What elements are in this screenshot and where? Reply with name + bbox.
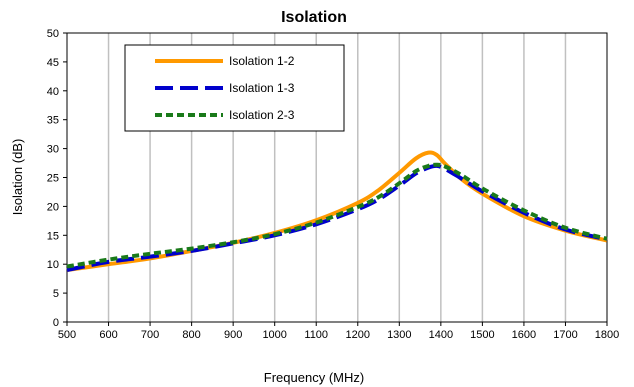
x-tick-label: 1300 — [387, 329, 411, 341]
x-tick-label: 1600 — [512, 329, 536, 341]
x-tick-label: 1500 — [470, 329, 494, 341]
series-lines — [66, 150, 608, 272]
legend: Isolation 1-2 Isolation 1-3 Isolation 2-3 — [124, 44, 345, 132]
series-line-3 — [66, 162, 608, 269]
legend-label: Isolation 1-3 — [229, 81, 295, 95]
x-axis-label: Frequency (MHz) — [264, 370, 364, 385]
legend-label: Isolation 2-3 — [229, 108, 295, 122]
x-tick-label: 800 — [182, 329, 200, 341]
x-tick-label: 1100 — [304, 329, 328, 341]
y-tick-label: 25 — [47, 173, 59, 185]
x-tick-label: 600 — [99, 329, 117, 341]
x-tick-label: 500 — [58, 329, 76, 341]
x-tick-label: 900 — [224, 329, 242, 341]
legend-label: Isolation 1-2 — [229, 54, 295, 68]
y-tick-label: 15 — [47, 230, 59, 242]
x-axis: 500 600 700 800 900 1000 1100 1200 1300 1400 1500 1… — [58, 322, 619, 341]
x-tick-label: 1400 — [429, 329, 453, 341]
y-tick-label: 35 — [47, 115, 59, 127]
y-axis-label: Isolation (dB) — [10, 139, 25, 216]
x-tick-label: 700 — [141, 329, 159, 341]
series-line-2 — [66, 163, 608, 272]
x-tick-label: 1200 — [346, 329, 370, 341]
y-tick-label: 40 — [47, 86, 59, 98]
y-tick-label: 5 — [53, 288, 59, 300]
y-tick-label: 20 — [47, 201, 59, 213]
chart-title: Isolation — [281, 9, 347, 26]
x-tick-label: 1800 — [595, 329, 619, 341]
x-tick-label: 1700 — [553, 329, 577, 341]
y-axis: 0 5 10 15 20 25 30 35 40 45 50 — [47, 28, 67, 329]
x-tick-label: 1000 — [262, 329, 286, 341]
y-tick-label: 45 — [47, 57, 59, 69]
y-tick-label: 0 — [53, 317, 59, 329]
y-tick-label: 30 — [47, 144, 59, 156]
y-tick-label: 50 — [47, 28, 59, 40]
y-tick-label: 10 — [47, 259, 59, 271]
